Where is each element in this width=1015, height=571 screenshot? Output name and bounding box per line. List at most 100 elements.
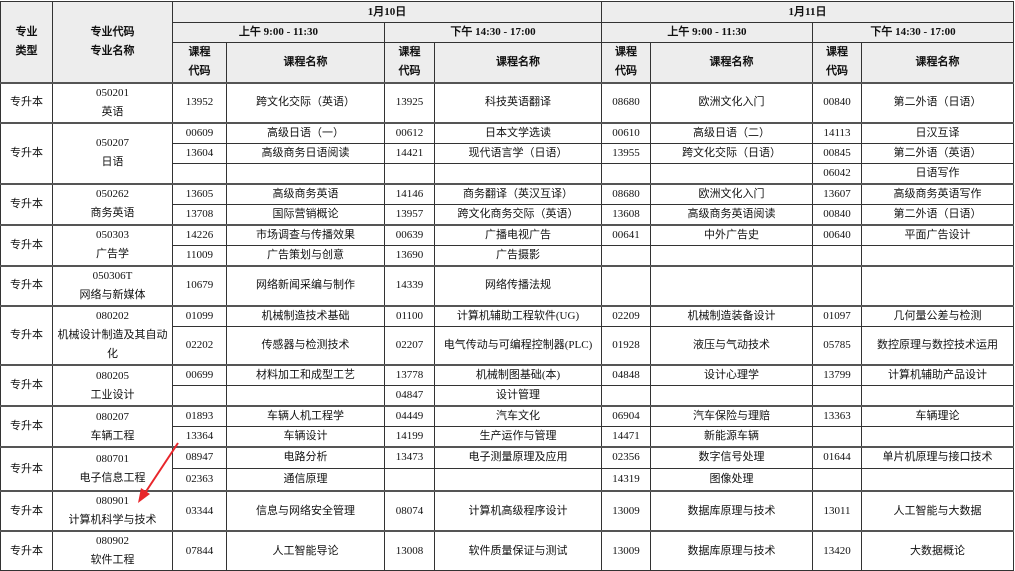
course-name bbox=[650, 264, 813, 306]
major-type: 专升本 bbox=[0, 81, 53, 123]
course-code: 13778 bbox=[384, 364, 435, 386]
course-code-header: 课程代码 bbox=[384, 42, 435, 83]
major-type: 专升本 bbox=[0, 446, 53, 492]
course-name: 高级商务英语阅读 bbox=[650, 203, 813, 225]
course-name: 生产运作与管理 bbox=[434, 426, 602, 448]
course-code: 03344 bbox=[172, 490, 227, 532]
course-code: 08074 bbox=[384, 490, 435, 532]
table-row: 06042 日语写作 bbox=[1, 162, 1014, 184]
major-name: 软件工程 bbox=[90, 554, 135, 566]
course-code: 02209 bbox=[601, 304, 651, 327]
course-code: 04848 bbox=[601, 364, 651, 386]
major-code: 080202 bbox=[96, 309, 129, 322]
course-code: 00641 bbox=[601, 223, 651, 246]
course-name: 数字信号处理 bbox=[650, 446, 813, 469]
course-code: 13604 bbox=[172, 142, 227, 164]
course-code: 14339 bbox=[384, 264, 435, 306]
course-code: 01893 bbox=[172, 405, 227, 427]
major-code: 080701 bbox=[96, 453, 129, 465]
major-code-name: 050207 日语 bbox=[52, 121, 173, 184]
table-row: 专升本 050201 英语 13952 跨文化交际（英语） 13925 科技英语翻译 0868… bbox=[0, 81, 1014, 123]
course-code bbox=[601, 264, 651, 306]
major-type: 专升本 bbox=[0, 304, 53, 366]
course-name: 商务翻译（英汉互译） bbox=[434, 182, 602, 205]
course-code: 13364 bbox=[172, 426, 227, 448]
course-name: 新能源车辆 bbox=[650, 426, 813, 448]
course-code: 13952 bbox=[172, 81, 227, 123]
course-code bbox=[812, 264, 862, 306]
course-name: 欧洲文化入门 bbox=[650, 182, 813, 205]
major-code-name: 080205 工业设计 bbox=[52, 364, 173, 407]
course-name: 广告摄影 bbox=[434, 244, 602, 266]
course-code: 14146 bbox=[384, 182, 435, 205]
major-type: 专升本 bbox=[0, 182, 53, 225]
course-code: 01644 bbox=[812, 446, 862, 469]
course-name-header: 课程名称 bbox=[226, 42, 385, 83]
course-name: 图像处理 bbox=[650, 467, 813, 492]
course-name: 欧洲文化入门 bbox=[650, 81, 813, 123]
course-code: 00840 bbox=[812, 203, 862, 225]
course-name: 机械制图基础(本) bbox=[434, 364, 602, 386]
major-type: 专升本 bbox=[0, 490, 53, 532]
course-name: 计算机辅助工程软件(UG) bbox=[434, 304, 602, 327]
course-name: 传感器与检测技术 bbox=[226, 325, 385, 366]
course-code: 00699 bbox=[172, 364, 227, 386]
course-name: 设计心理学 bbox=[650, 364, 813, 386]
course-code bbox=[601, 244, 651, 266]
course-code: 13420 bbox=[812, 530, 862, 571]
table-row: 02202 传感器与检测技术 02207 电气传动与可编程控制器(PLC) 01928 液… bbox=[1, 325, 1014, 366]
major-name: 网络与新媒体 bbox=[79, 288, 146, 301]
course-code: 13925 bbox=[384, 81, 435, 123]
course-code: 00610 bbox=[601, 121, 651, 144]
day-1-morning-header: 上午 9:00 - 11:30 bbox=[172, 22, 385, 43]
course-code: 02202 bbox=[172, 325, 227, 366]
course-name: 电子测量原理及应用 bbox=[434, 446, 602, 469]
major-type: 专升本 bbox=[0, 405, 53, 448]
table-row: 专升本 080701 电子信息工程 08947 电路分析 13473 电子测量原理及应用 02… bbox=[0, 446, 1014, 492]
course-code bbox=[812, 426, 862, 448]
major-name: 工业设计 bbox=[90, 388, 135, 401]
course-name: 科技英语翻译 bbox=[434, 81, 602, 123]
course-name: 液压与气动技术 bbox=[650, 325, 813, 366]
major-type: 专升本 bbox=[0, 264, 53, 306]
course-name: 单片机原理与接口技术 bbox=[861, 446, 1014, 469]
course-name: 高级日语（二） bbox=[650, 121, 813, 144]
course-name: 通信原理 bbox=[226, 467, 385, 492]
course-name: 机械制造技术基础 bbox=[226, 304, 385, 327]
course-name: 几何量公差与检测 bbox=[861, 304, 1014, 327]
major-code: 050306T bbox=[92, 269, 133, 282]
major-name: 车辆工程 bbox=[90, 429, 135, 442]
course-code: 13957 bbox=[384, 203, 435, 225]
course-code: 00640 bbox=[812, 223, 862, 246]
major-code-name: 080701 电子信息工程 bbox=[52, 446, 173, 492]
course-code: 13708 bbox=[172, 203, 227, 225]
course-name: 人工智能与大数据 bbox=[861, 490, 1014, 532]
course-code: 08947 bbox=[172, 446, 227, 469]
course-name bbox=[650, 244, 813, 266]
course-code bbox=[384, 162, 435, 184]
course-code: 02356 bbox=[601, 446, 651, 469]
course-name: 中外广告史 bbox=[650, 223, 813, 246]
major-type: 专升本 bbox=[0, 530, 53, 571]
course-code: 02207 bbox=[384, 325, 435, 366]
table-row: 04847 设计管理 bbox=[1, 385, 1014, 407]
major-code-name: 080902 软件工程 bbox=[52, 530, 173, 571]
course-code bbox=[384, 467, 435, 492]
course-name: 数据库原理与技术 bbox=[650, 530, 813, 571]
course-code bbox=[812, 244, 862, 266]
table-row: 专升本 080202 机械设计制造及其自动化 01099 机械制造技术基础 01100 计算… bbox=[0, 304, 1014, 366]
course-code: 00609 bbox=[172, 121, 227, 144]
course-code: 13011 bbox=[812, 490, 862, 532]
table-row: 专升本 050303 广告学 14226 市场调查与传播效果 00639 广播电视广告 006… bbox=[0, 223, 1014, 266]
course-name bbox=[861, 244, 1014, 266]
course-name: 人工智能导论 bbox=[226, 530, 385, 571]
course-name-header: 课程名称 bbox=[861, 42, 1014, 83]
course-code bbox=[172, 385, 227, 407]
course-name: 广播电视广告 bbox=[434, 223, 602, 246]
course-code: 05785 bbox=[812, 325, 862, 366]
table-row: 专升本 080207 车辆工程 01893 车辆人机工程学 04449 汽车文化 06904 汽… bbox=[0, 405, 1014, 448]
major-code-name: 050262 商务英语 bbox=[52, 182, 173, 225]
course-name: 车辆理论 bbox=[861, 405, 1014, 427]
major-type: 专升本 bbox=[0, 223, 53, 266]
course-name: 日本文学选读 bbox=[434, 121, 602, 144]
